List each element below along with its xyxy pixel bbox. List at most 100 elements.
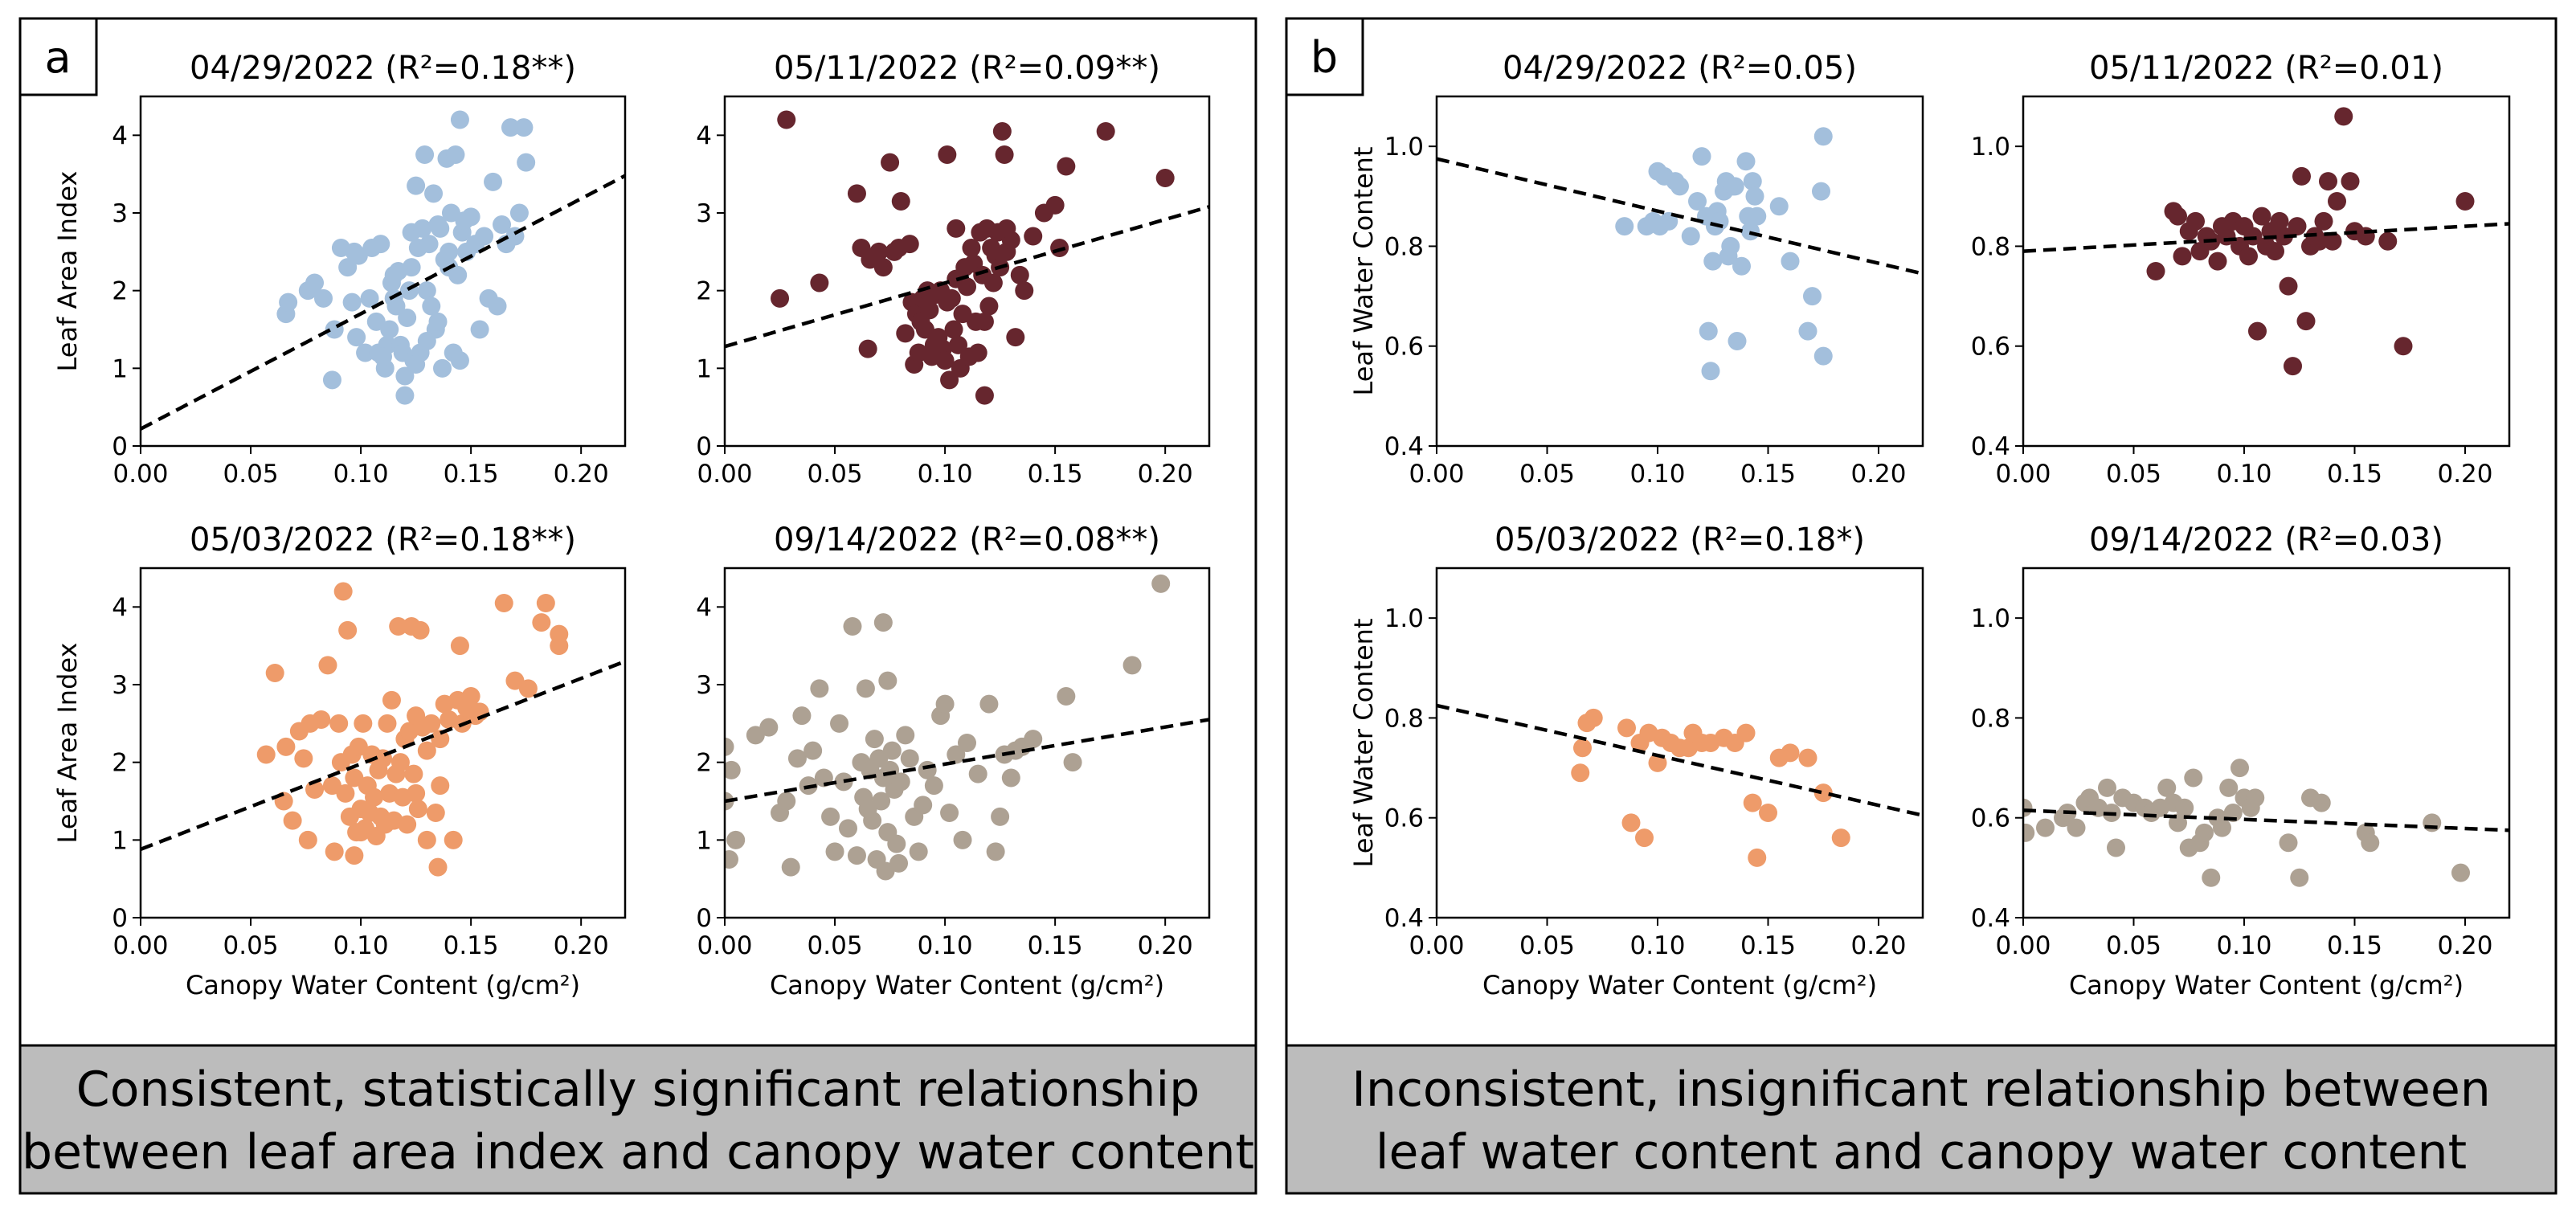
data-point bbox=[896, 324, 915, 343]
subplot-7: 05/03/2022 (R²=0.18*) 0.00 0.05 0.10 0.15 0.2… bbox=[1348, 522, 1924, 1000]
x-tick-label: 0.05 bbox=[1519, 931, 1575, 960]
subplots: 04/29/2022 (R²=0.18**) 0.00 0.05 0.10 0.15 0.… bbox=[52, 50, 2511, 1000]
data-point bbox=[856, 679, 875, 698]
y-tick-label: 3 bbox=[696, 671, 712, 700]
x-tick-label: 0.15 bbox=[444, 460, 499, 489]
data-point bbox=[2067, 818, 2086, 837]
panel-a-tag-box bbox=[18, 17, 98, 96]
data-point bbox=[294, 749, 313, 768]
data-point bbox=[2279, 833, 2298, 853]
data-point bbox=[488, 297, 507, 316]
data-point bbox=[725, 760, 741, 779]
x-tick-label: 0.05 bbox=[2106, 460, 2161, 489]
data-point bbox=[2341, 172, 2360, 191]
panel-b-caption-line-2: leaf water content and canopy water cont… bbox=[1376, 1124, 2467, 1180]
data-point bbox=[517, 153, 536, 172]
y-tick-label: 1.0 bbox=[1384, 604, 1424, 633]
data-point bbox=[2296, 312, 2316, 331]
data-point bbox=[1699, 321, 1718, 341]
subplot-3: 05/03/2022 (R²=0.18**) 0.00 0.05 0.10 0.15 0.… bbox=[52, 522, 627, 1000]
data-point bbox=[2146, 262, 2165, 280]
x-axis-label: Canopy Water Content (g/cm²) bbox=[2069, 970, 2464, 1000]
data-point bbox=[825, 842, 844, 861]
data-point bbox=[781, 857, 800, 877]
panel-b-caption-line-1: Inconsistent, insignificant relationship… bbox=[1351, 1062, 2491, 1118]
data-point bbox=[536, 594, 555, 612]
data-point bbox=[2314, 211, 2333, 231]
data-point bbox=[389, 617, 408, 636]
data-point bbox=[256, 745, 276, 764]
data-point bbox=[1781, 252, 1800, 271]
data-point bbox=[386, 297, 406, 316]
data-point bbox=[2319, 172, 2337, 191]
data-point bbox=[843, 617, 862, 636]
data-point bbox=[986, 842, 1005, 861]
data-point bbox=[2310, 231, 2329, 251]
data-point bbox=[493, 215, 512, 234]
data-point bbox=[2169, 207, 2187, 226]
data-point bbox=[803, 741, 823, 760]
data-point bbox=[431, 776, 450, 796]
plot-frame bbox=[1435, 95, 1924, 448]
x-tick-label: 0.20 bbox=[554, 460, 609, 489]
data-point bbox=[881, 153, 900, 172]
x-tick-label: 0.20 bbox=[2437, 460, 2492, 489]
data-point bbox=[777, 792, 796, 811]
data-point bbox=[384, 265, 403, 284]
x-tick-label: 0.10 bbox=[1629, 460, 1685, 489]
x-tick-label: 0.20 bbox=[1850, 931, 1906, 960]
data-point bbox=[336, 783, 355, 803]
data-point bbox=[514, 118, 534, 137]
y-tick-label: 0.4 bbox=[1971, 904, 2010, 933]
data-point bbox=[1635, 828, 1654, 848]
data-point bbox=[1688, 192, 1707, 211]
data-point bbox=[725, 850, 738, 869]
data-point bbox=[873, 613, 893, 632]
data-point bbox=[395, 386, 415, 405]
data-point bbox=[949, 335, 968, 354]
data-point bbox=[360, 288, 379, 308]
data-point bbox=[532, 613, 551, 632]
data-point bbox=[759, 718, 779, 737]
data-point bbox=[935, 694, 955, 714]
data-point bbox=[1024, 227, 1043, 246]
data-point bbox=[313, 288, 333, 308]
data-point bbox=[417, 281, 436, 301]
data-point bbox=[2157, 778, 2177, 797]
scatter-points bbox=[1571, 708, 1850, 867]
x-tick-label: 0.20 bbox=[1138, 931, 1193, 960]
data-point bbox=[1001, 768, 1020, 788]
data-point bbox=[2173, 247, 2192, 266]
data-point bbox=[1621, 813, 1641, 832]
data-point bbox=[962, 239, 981, 257]
data-point bbox=[2284, 357, 2302, 376]
y-tick-label: 3 bbox=[112, 671, 128, 700]
data-point bbox=[417, 741, 436, 760]
subplot-5: 04/29/2022 (R²=0.05) 0.00 0.05 0.10 0.15 0.20… bbox=[1348, 50, 1924, 489]
data-point bbox=[1045, 195, 1065, 215]
data-point bbox=[2219, 778, 2239, 797]
data-point bbox=[858, 800, 877, 819]
data-point bbox=[426, 804, 445, 822]
x-tick-label: 0.05 bbox=[2106, 931, 2161, 960]
data-point bbox=[947, 219, 966, 238]
data-point bbox=[1057, 157, 1076, 176]
data-point bbox=[1584, 708, 1603, 727]
panel-a-caption-line-1: Consistent, statistically significant re… bbox=[76, 1062, 1200, 1118]
data-point bbox=[305, 273, 325, 292]
data-point bbox=[2243, 227, 2263, 246]
data-point bbox=[878, 671, 898, 690]
data-point bbox=[1006, 328, 1025, 347]
data-point bbox=[947, 269, 966, 288]
y-tick-label: 1 bbox=[112, 826, 128, 855]
x-tick-label: 0.05 bbox=[223, 460, 279, 489]
x-tick-label: 0.15 bbox=[1028, 931, 1083, 960]
x-tick-label: 0.00 bbox=[697, 931, 752, 960]
y-tick-label: 4 bbox=[112, 593, 128, 622]
plot-frame bbox=[2022, 567, 2511, 919]
x-tick-label: 0.10 bbox=[2216, 460, 2271, 489]
data-point bbox=[1736, 723, 1756, 742]
data-point bbox=[1015, 281, 1034, 301]
data-point bbox=[1743, 793, 1762, 812]
data-point bbox=[900, 235, 919, 254]
